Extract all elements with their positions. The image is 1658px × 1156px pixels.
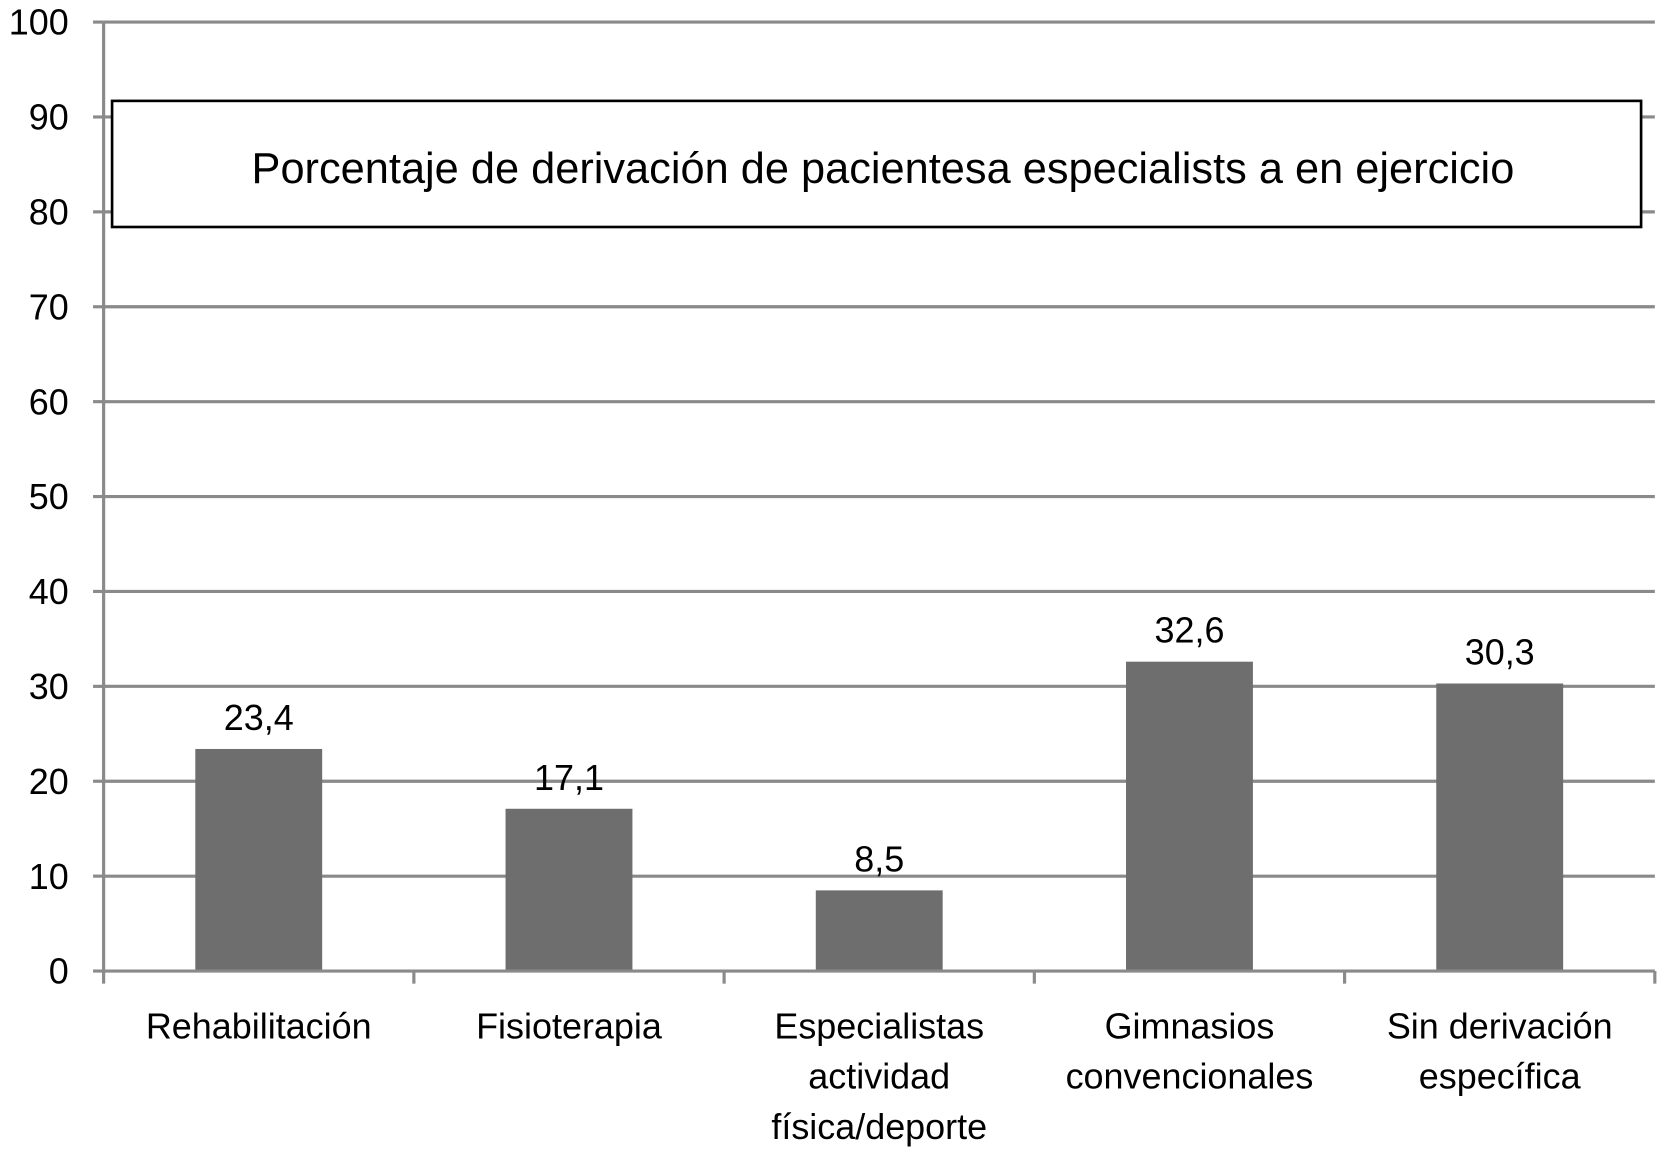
y-tick-label: 70: [29, 287, 69, 327]
y-tick-label: 50: [29, 477, 69, 517]
y-tick-label: 100: [9, 3, 69, 43]
y-axis-ticks: 0 10 20 30 40 50 60 70 80 90 100: [9, 3, 104, 992]
y-tick-label: 80: [29, 193, 69, 233]
x-tick-label: Rehabilitación: [146, 1006, 372, 1046]
bar: [505, 808, 633, 972]
y-tick-label: 20: [29, 762, 69, 802]
x-tick-label: Gimnasios convencionales: [1066, 1006, 1314, 1096]
bars: [195, 661, 1564, 972]
value-label: 8,5: [854, 840, 904, 880]
y-tick-label: 0: [49, 952, 69, 992]
bar: [815, 890, 943, 972]
x-tick-label: Sin derivación específica: [1387, 1006, 1613, 1096]
y-tick-label: 60: [29, 382, 69, 422]
title-box: Porcentaje de derivación de pacientesa e…: [110, 99, 1643, 229]
x-tick-label: Fisioterapia: [476, 1006, 662, 1046]
chart-title: Porcentaje de derivación de pacientesa e…: [252, 145, 1515, 193]
y-tick-label: 30: [29, 667, 69, 707]
value-label: 17,1: [534, 758, 604, 798]
y-tick-label: 10: [29, 857, 69, 897]
value-label: 32,6: [1154, 611, 1224, 651]
bar: [1126, 661, 1253, 972]
x-axis-labels: Rehabilitación Fisioterapia Especialistas a…: [102, 971, 1657, 1147]
x-tick-label: Especialistas actividad física/deporte: [771, 1006, 987, 1147]
bar: [195, 748, 323, 972]
y-tick-label: 40: [29, 572, 69, 612]
value-labels: 23,4 17,1 8,5 32,6 30,3: [224, 611, 1535, 880]
bar: [1436, 683, 1564, 972]
value-label: 30,3: [1465, 633, 1535, 673]
y-tick-label: 90: [29, 98, 69, 138]
value-label: 23,4: [224, 698, 294, 738]
